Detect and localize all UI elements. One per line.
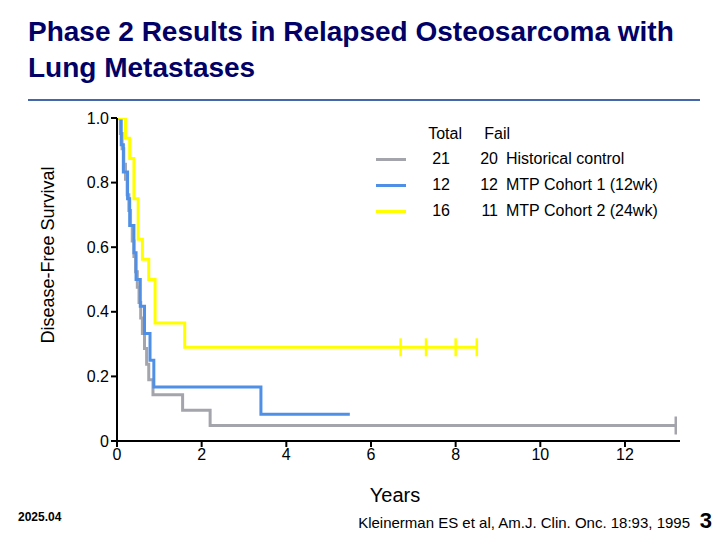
html-text:12: 12 bbox=[432, 176, 450, 193]
html-text:Historical control: Historical control bbox=[506, 150, 625, 167]
svg-text:1.0: 1.0 bbox=[87, 110, 109, 127]
html-text:16: 16 bbox=[432, 202, 450, 219]
html-text:Total: Total bbox=[428, 125, 462, 142]
html-text:11: 11 bbox=[481, 202, 498, 219]
svg-text:8: 8 bbox=[451, 446, 460, 463]
svg-text:0.6: 0.6 bbox=[87, 239, 109, 256]
svg-text:0: 0 bbox=[100, 433, 109, 450]
svg-text:6: 6 bbox=[367, 446, 376, 463]
html-text:2025.04: 2025.04 bbox=[18, 510, 62, 524]
html-text:MTP Cohort 1 (12wk): MTP Cohort 1 (12wk) bbox=[506, 176, 658, 193]
svg-text:0.8: 0.8 bbox=[87, 174, 109, 191]
html-text:Years: Years bbox=[369, 484, 421, 506]
svg-text:0.4: 0.4 bbox=[87, 303, 109, 320]
svg-text:0: 0 bbox=[113, 446, 122, 463]
html-text:20: 20 bbox=[480, 150, 498, 167]
html-text:3: 3 bbox=[699, 508, 712, 533]
html-text:MTP Cohort 2 (24wk): MTP Cohort 2 (24wk) bbox=[506, 202, 658, 219]
html-text:Phase 2 Results in Relapsed Os: Phase 2 Results in Relapsed Osteosarcoma… bbox=[28, 16, 674, 83]
svg-text:2: 2 bbox=[197, 446, 206, 463]
html-text:12: 12 bbox=[480, 176, 498, 193]
svg-text:12: 12 bbox=[616, 446, 634, 463]
svg-text:0.2: 0.2 bbox=[87, 368, 109, 385]
html-text:21: 21 bbox=[432, 150, 450, 167]
html-text:Fail: Fail bbox=[484, 125, 510, 142]
html-text:Kleinerman ES et al, Am.J. Cli: Kleinerman ES et al, Am.J. Clin. Onc. 18… bbox=[358, 514, 690, 531]
svg-text:10: 10 bbox=[531, 446, 549, 463]
svg-text:4: 4 bbox=[282, 446, 291, 463]
html-text:Disease-Free Survival: Disease-Free Survival bbox=[37, 166, 58, 344]
